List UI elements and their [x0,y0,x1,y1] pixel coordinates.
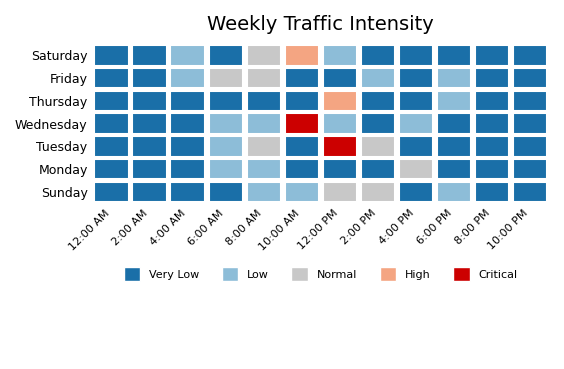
FancyBboxPatch shape [285,182,319,202]
FancyBboxPatch shape [475,113,509,134]
FancyBboxPatch shape [209,182,243,202]
FancyBboxPatch shape [437,68,471,88]
FancyBboxPatch shape [133,68,167,88]
FancyBboxPatch shape [437,113,471,134]
FancyBboxPatch shape [209,90,243,111]
FancyBboxPatch shape [209,68,243,88]
FancyBboxPatch shape [170,90,205,111]
FancyBboxPatch shape [170,68,205,88]
FancyBboxPatch shape [209,136,243,156]
FancyBboxPatch shape [285,136,319,156]
FancyBboxPatch shape [475,159,509,179]
FancyBboxPatch shape [323,113,357,134]
FancyBboxPatch shape [475,68,509,88]
FancyBboxPatch shape [475,136,509,156]
FancyBboxPatch shape [246,45,281,66]
FancyBboxPatch shape [361,45,395,66]
FancyBboxPatch shape [399,182,433,202]
FancyBboxPatch shape [285,159,319,179]
FancyBboxPatch shape [133,45,167,66]
FancyBboxPatch shape [285,113,319,134]
FancyBboxPatch shape [246,159,281,179]
FancyBboxPatch shape [209,159,243,179]
FancyBboxPatch shape [513,159,547,179]
FancyBboxPatch shape [246,68,281,88]
FancyBboxPatch shape [361,113,395,134]
FancyBboxPatch shape [361,68,395,88]
FancyBboxPatch shape [361,136,395,156]
FancyBboxPatch shape [437,45,471,66]
FancyBboxPatch shape [437,136,471,156]
FancyBboxPatch shape [437,159,471,179]
FancyBboxPatch shape [133,159,167,179]
FancyBboxPatch shape [285,90,319,111]
FancyBboxPatch shape [133,136,167,156]
FancyBboxPatch shape [285,68,319,88]
Legend: Very Low, Low, Normal, High, Critical: Very Low, Low, Normal, High, Critical [119,263,522,285]
FancyBboxPatch shape [513,68,547,88]
FancyBboxPatch shape [170,113,205,134]
FancyBboxPatch shape [170,159,205,179]
FancyBboxPatch shape [323,68,357,88]
Title: Weekly Traffic Intensity: Weekly Traffic Intensity [208,15,434,34]
FancyBboxPatch shape [246,182,281,202]
FancyBboxPatch shape [399,90,433,111]
FancyBboxPatch shape [323,159,357,179]
FancyBboxPatch shape [475,182,509,202]
FancyBboxPatch shape [475,90,509,111]
FancyBboxPatch shape [133,90,167,111]
FancyBboxPatch shape [513,182,547,202]
FancyBboxPatch shape [323,182,357,202]
FancyBboxPatch shape [323,136,357,156]
FancyBboxPatch shape [246,90,281,111]
FancyBboxPatch shape [399,45,433,66]
FancyBboxPatch shape [170,45,205,66]
FancyBboxPatch shape [399,136,433,156]
FancyBboxPatch shape [361,90,395,111]
FancyBboxPatch shape [361,159,395,179]
FancyBboxPatch shape [513,113,547,134]
FancyBboxPatch shape [361,182,395,202]
FancyBboxPatch shape [323,90,357,111]
FancyBboxPatch shape [246,113,281,134]
FancyBboxPatch shape [94,113,129,134]
FancyBboxPatch shape [399,68,433,88]
FancyBboxPatch shape [513,45,547,66]
FancyBboxPatch shape [285,45,319,66]
FancyBboxPatch shape [133,113,167,134]
FancyBboxPatch shape [209,45,243,66]
FancyBboxPatch shape [475,45,509,66]
FancyBboxPatch shape [209,113,243,134]
FancyBboxPatch shape [94,136,129,156]
FancyBboxPatch shape [133,182,167,202]
FancyBboxPatch shape [513,90,547,111]
FancyBboxPatch shape [170,136,205,156]
FancyBboxPatch shape [399,113,433,134]
FancyBboxPatch shape [94,159,129,179]
FancyBboxPatch shape [246,136,281,156]
FancyBboxPatch shape [94,90,129,111]
FancyBboxPatch shape [94,45,129,66]
FancyBboxPatch shape [437,90,471,111]
FancyBboxPatch shape [513,136,547,156]
FancyBboxPatch shape [399,159,433,179]
FancyBboxPatch shape [170,182,205,202]
FancyBboxPatch shape [94,68,129,88]
FancyBboxPatch shape [323,45,357,66]
FancyBboxPatch shape [94,182,129,202]
FancyBboxPatch shape [437,182,471,202]
